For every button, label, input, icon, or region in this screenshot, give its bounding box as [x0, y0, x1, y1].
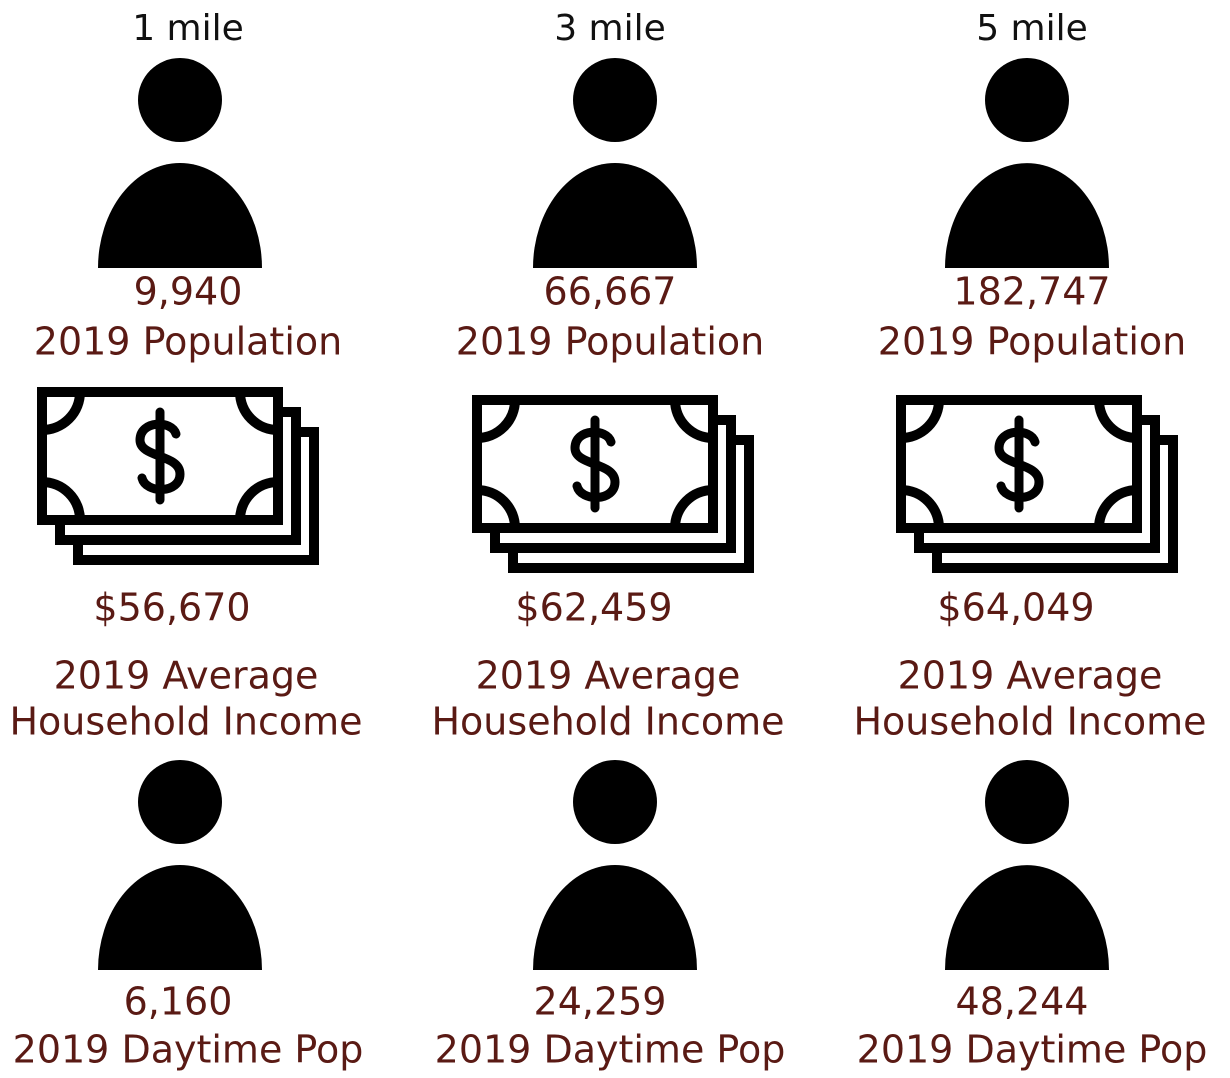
daytime-label: 2019 Daytime Pop	[857, 1028, 1208, 1072]
radius-header: 5 mile	[976, 8, 1088, 49]
person-head	[985, 58, 1069, 142]
population-label: 2019 Population	[456, 320, 764, 364]
dollar-sign	[994, 415, 1044, 513]
money-icon	[896, 395, 1178, 573]
population-value: 182,747	[953, 270, 1110, 314]
person-head	[138, 760, 222, 844]
person-icon	[945, 760, 1109, 970]
person-head	[573, 58, 657, 142]
income-value: $64,049	[937, 586, 1094, 630]
income-value: $56,670	[93, 586, 250, 630]
person-body	[98, 163, 262, 268]
person-icon	[98, 760, 262, 970]
person-body	[533, 163, 697, 268]
population-label: 2019 Population	[878, 320, 1186, 364]
bill-corners	[41, 391, 279, 521]
population-value: 66,667	[544, 270, 677, 314]
daytime-label: 2019 Daytime Pop	[13, 1028, 364, 1072]
income-label: Household Income	[9, 700, 362, 744]
dollar-sign	[135, 407, 185, 505]
money-icon	[37, 387, 319, 565]
income-value: $62,459	[515, 586, 672, 630]
daytime-label: 2019 Daytime Pop	[435, 1028, 786, 1072]
person-icon	[98, 58, 262, 268]
income-label: 2019 Average	[54, 654, 319, 698]
income-label: 2019 Average	[476, 654, 741, 698]
person-body	[945, 163, 1109, 268]
person-body	[98, 865, 262, 970]
dollar-sign	[570, 415, 620, 513]
person-head	[573, 760, 657, 844]
person-head	[985, 760, 1069, 844]
person-icon	[533, 760, 697, 970]
daytime-value: 24,259	[534, 980, 667, 1024]
daytime-value: 6,160	[124, 980, 233, 1024]
money-icon	[472, 395, 754, 573]
person-icon	[533, 58, 697, 268]
person-head	[138, 58, 222, 142]
population-label: 2019 Population	[34, 320, 342, 364]
radius-header: 3 mile	[554, 8, 666, 49]
radius-header: 1 mile	[132, 8, 244, 49]
population-value: 9,940	[134, 270, 243, 314]
person-body	[533, 865, 697, 970]
bill-corners	[476, 399, 714, 529]
bill-corners	[900, 399, 1138, 529]
income-label: 2019 Average	[898, 654, 1163, 698]
daytime-value: 48,244	[956, 980, 1089, 1024]
person-icon	[945, 58, 1109, 268]
person-body	[945, 865, 1109, 970]
income-label: Household Income	[431, 700, 784, 744]
income-label: Household Income	[853, 700, 1206, 744]
